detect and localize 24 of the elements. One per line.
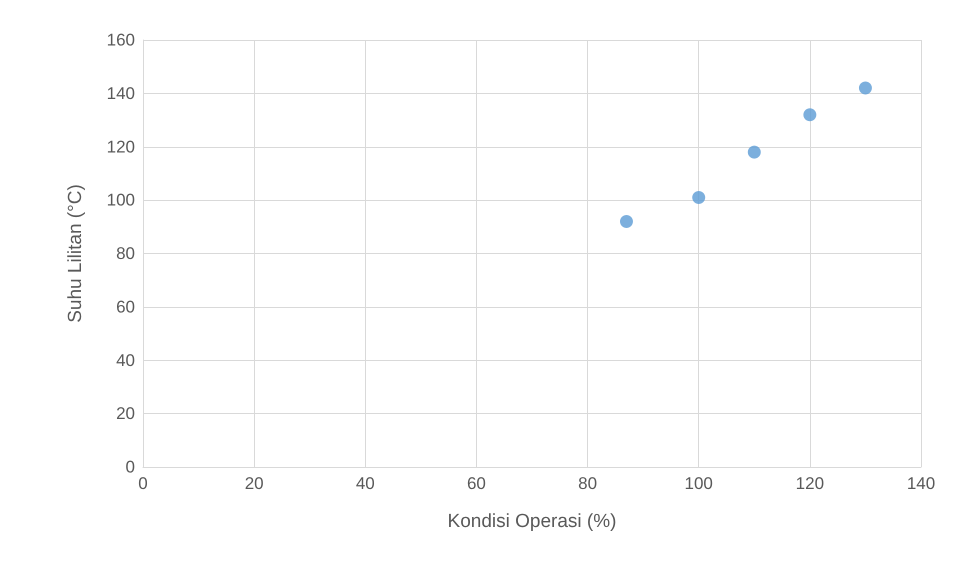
x-tick-label: 60 <box>466 474 486 493</box>
y-tick-label: 40 <box>116 350 135 370</box>
x-tick-label: 0 <box>138 474 148 493</box>
y-tick-label: 120 <box>106 137 135 156</box>
point <box>620 214 633 228</box>
y-tick-label: 0 <box>126 458 135 476</box>
y-tick-label: 100 <box>106 190 135 210</box>
y-axis-title: Suhu Lilitan (°C) <box>65 184 86 323</box>
x-tick-label: 100 <box>684 474 713 493</box>
y-tick-label: 80 <box>116 244 135 263</box>
x-tick-label: 80 <box>578 474 598 493</box>
point <box>803 108 816 122</box>
x-axis-title: Kondisi Operasi (%) <box>448 511 616 532</box>
x-tick-label: 20 <box>244 474 264 493</box>
x-tick-label: 120 <box>796 474 824 493</box>
x-tick-label: 140 <box>906 474 936 493</box>
y-tick-label: 60 <box>116 297 135 316</box>
y-tick-label: 160 <box>106 30 135 50</box>
y-tick-label: 140 <box>106 84 135 103</box>
point <box>858 82 872 95</box>
x-tick-label: 40 <box>356 474 375 493</box>
point <box>692 190 706 204</box>
y-tick-label: 20 <box>116 404 135 424</box>
point <box>748 146 761 159</box>
